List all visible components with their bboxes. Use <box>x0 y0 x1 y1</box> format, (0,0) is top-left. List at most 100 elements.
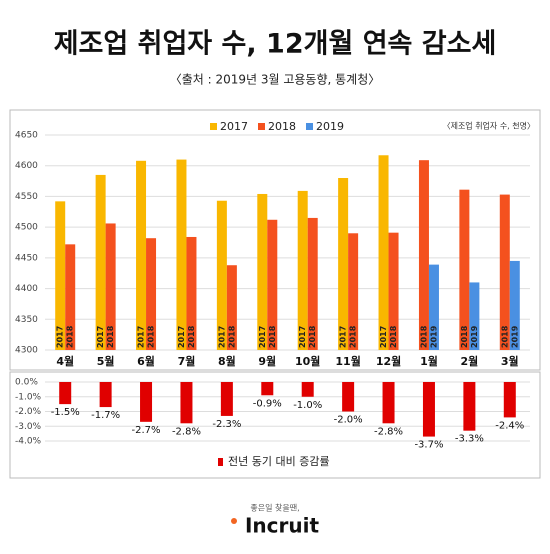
logo-dot <box>231 518 237 524</box>
y-tick-label: -4.0% <box>15 437 42 447</box>
chart-title: 제조업 취업자 수, 12개월 연속 감소세 <box>54 29 497 60</box>
bar-year-label: 2018 <box>106 325 115 348</box>
bar-year-label: 2018 <box>66 325 75 348</box>
slogan: 좋은일 찾을땐, <box>250 503 299 513</box>
data-label: -2.0% <box>334 415 363 426</box>
y-tick-label: 4300 <box>15 346 38 356</box>
y-tick-label: 4400 <box>15 284 38 294</box>
y-tick-label: -2.0% <box>15 407 42 417</box>
bar-year-label: 2017 <box>177 326 186 348</box>
bar <box>261 382 274 396</box>
bar-year-label: 2018 <box>389 325 398 348</box>
bar <box>378 155 389 350</box>
data-label: -0.9% <box>253 398 282 409</box>
bar-year-label: 2018 <box>308 325 317 348</box>
bar <box>382 382 395 424</box>
y-tick-label: 4500 <box>15 223 38 233</box>
data-label: -3.3% <box>455 434 484 445</box>
bar-year-label: 2018 <box>147 325 156 348</box>
bottom-frame <box>9 371 541 479</box>
bar-year-label: 2018 <box>419 325 428 348</box>
x-tick-label: 2월 <box>460 354 478 368</box>
bar-year-label: 2018 <box>349 325 358 348</box>
data-label: -1.5% <box>51 407 80 418</box>
legend-swatch <box>306 123 313 130</box>
bar-year-label: 2017 <box>217 326 226 348</box>
x-tick-label: 4월 <box>56 354 74 368</box>
bar-year-label: 2019 <box>470 325 479 348</box>
x-tick-label: 10월 <box>295 354 320 368</box>
x-tick-label: 8월 <box>218 354 236 368</box>
bar-year-label: 2017 <box>96 326 105 348</box>
bar-year-label: 2017 <box>137 326 146 348</box>
bar <box>186 236 197 350</box>
bar <box>105 223 116 350</box>
bar <box>226 265 237 350</box>
legend-label: 2017 <box>220 120 248 133</box>
bar <box>146 238 157 350</box>
bar <box>388 232 399 350</box>
bar-year-label: 2019 <box>510 325 519 348</box>
data-label: -2.8% <box>172 426 201 437</box>
data-label: -2.3% <box>212 419 241 430</box>
legend-swatch <box>258 123 265 130</box>
x-tick-label: 5월 <box>97 354 115 368</box>
bar <box>140 382 153 422</box>
y-tick-label: 4600 <box>15 161 38 171</box>
subtitle: 〈출처 : 2019년 3월 고용동향, 통계청〉 <box>170 73 381 87</box>
data-label: -1.7% <box>91 410 120 421</box>
bar <box>428 264 439 350</box>
data-label: -3.7% <box>414 440 443 451</box>
bar <box>499 194 510 350</box>
data-label: -2.7% <box>132 425 161 436</box>
bar-year-label: 2018 <box>268 325 277 348</box>
bar-year-label: 2018 <box>187 325 196 348</box>
legend-label: 2019 <box>316 120 344 133</box>
y-tick-label: -1.0% <box>15 392 42 402</box>
bar <box>176 159 187 350</box>
legend-label: 2018 <box>268 120 296 133</box>
bar <box>307 217 318 350</box>
bar <box>59 382 72 405</box>
x-tick-label: 12월 <box>376 354 401 368</box>
bar <box>297 190 308 350</box>
bar <box>469 282 480 350</box>
y-tick-label: 4450 <box>15 253 38 263</box>
bar <box>509 260 520 350</box>
data-label: -2.8% <box>374 426 403 437</box>
bar <box>55 201 66 350</box>
bar-year-label: 2018 <box>460 325 469 348</box>
bar <box>267 219 278 350</box>
legend-label: 전년 동기 대비 증감률 <box>228 455 330 468</box>
bar-year-label: 2017 <box>258 326 267 348</box>
x-tick-label: 7월 <box>178 354 196 368</box>
x-tick-label: 1월 <box>420 354 438 368</box>
bar <box>95 174 106 350</box>
x-tick-label: 6월 <box>137 354 155 368</box>
bar-year-label: 2018 <box>227 325 236 348</box>
top-frame <box>9 109 541 371</box>
bar <box>180 382 193 424</box>
bar <box>418 160 429 350</box>
unit-note: 〈제조업 취업자 수, 천명〉 <box>443 121 535 131</box>
bar <box>463 382 476 431</box>
bar <box>136 160 147 350</box>
x-tick-label: 9월 <box>258 354 276 368</box>
y-tick-label: 4350 <box>15 315 38 325</box>
y-tick-label: 0.0% <box>15 378 38 388</box>
bar <box>216 200 227 350</box>
logo: Incruit <box>245 514 319 538</box>
data-label: -2.4% <box>495 420 524 431</box>
x-tick-label: 3월 <box>501 354 519 368</box>
y-tick-label: 4550 <box>15 192 38 202</box>
bar <box>338 178 349 350</box>
bar <box>301 382 314 397</box>
y-tick-label: 4650 <box>15 131 38 141</box>
bar-year-label: 2017 <box>56 326 65 348</box>
bar-year-label: 2017 <box>339 326 348 348</box>
bar <box>65 244 76 350</box>
legend-swatch <box>218 458 223 466</box>
bar <box>348 233 359 350</box>
